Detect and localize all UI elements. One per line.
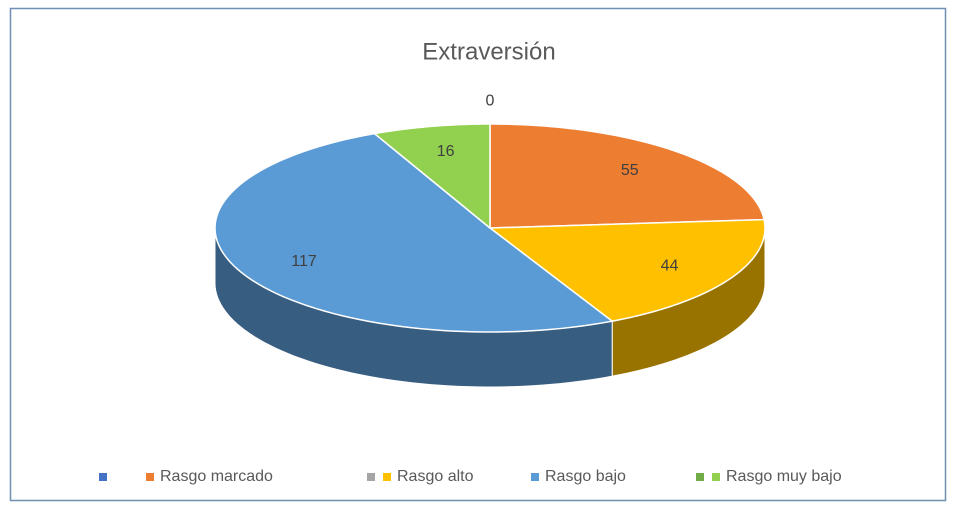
pie-slice [489,123,766,229]
chart-title: Extraversión [422,38,555,65]
legend-label: Rasgo muy bajo [726,468,842,485]
pie-slice [214,132,614,333]
legend-swatch [531,473,539,481]
legend-swatch [712,473,720,481]
legend-swatch [696,473,704,481]
pie-slice [372,123,491,230]
legend-label: Rasgo bajo [545,468,626,485]
data-label: 117 [291,253,317,270]
legend-swatch [383,473,391,481]
data-label: 16 [437,143,455,160]
legend-swatch [367,473,375,481]
legend-swatch [99,473,107,481]
data-label: 55 [621,162,639,179]
legend-label: Rasgo alto [397,468,474,485]
data-label: 44 [661,258,679,275]
legend-swatch [146,473,154,481]
data-label: 0 [486,92,495,109]
pie-slice [487,218,766,322]
legend-label: Rasgo marcado [160,468,273,485]
